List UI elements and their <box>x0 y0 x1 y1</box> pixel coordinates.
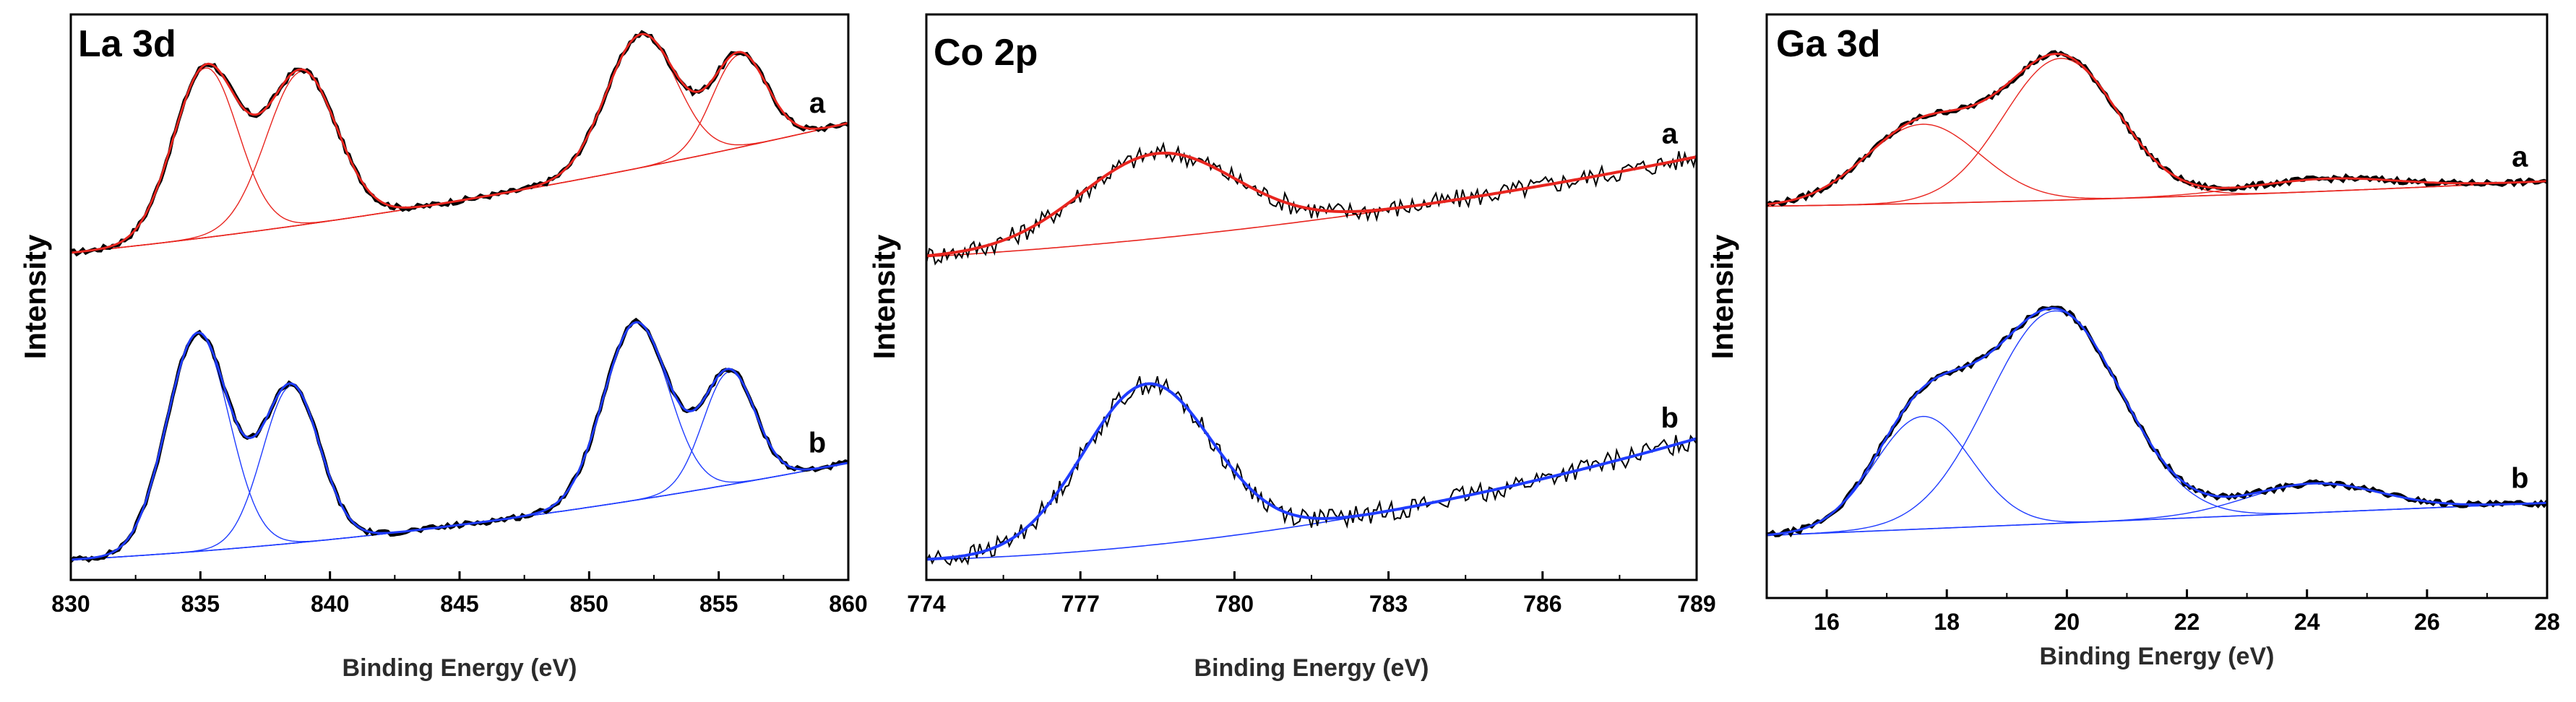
panel-title: La 3d <box>78 23 176 65</box>
panel-title: Co 2p <box>934 32 1038 74</box>
panel-co-2p: a b Co 2p Intensity Binding Energy (eV) 7… <box>867 13 1716 682</box>
series-a <box>71 30 848 257</box>
x-tick-label: 845 <box>440 591 478 617</box>
x-tick-label: 28 <box>2534 609 2560 635</box>
series-b <box>71 317 848 563</box>
x-tick-label: 830 <box>51 591 90 617</box>
x-tick-label: 774 <box>907 591 946 617</box>
envelope-fit <box>71 32 848 254</box>
x-axis-label: Binding Energy (eV) <box>1194 654 1429 682</box>
panel-ga-3d: a b Ga 3d Intensity Binding Energy (eV) 1… <box>1705 13 2560 670</box>
x-tick-label: 840 <box>311 591 349 617</box>
x-tick-label: 855 <box>699 591 738 617</box>
x-tick-label: 24 <box>2294 609 2320 635</box>
experimental-data <box>926 141 1697 266</box>
fit-component-4 <box>71 53 848 254</box>
curve-label-a: a <box>1662 118 1679 150</box>
x-tick-label: 26 <box>2414 609 2440 635</box>
series-b <box>926 376 1697 566</box>
x-tick-label: 777 <box>1061 591 1100 617</box>
series-a <box>1767 50 2547 207</box>
x-axis-label: Binding Energy (eV) <box>343 654 577 682</box>
x-tick-label: 835 <box>181 591 220 617</box>
fit-component-1 <box>1767 124 2547 205</box>
fit-component-2 <box>71 385 848 560</box>
y-axis-label: Intensity <box>867 234 901 359</box>
plot-frame <box>925 13 1698 581</box>
x-tick-label: 22 <box>2174 609 2200 635</box>
curve-label-b: b <box>809 428 826 459</box>
plot-frame <box>1765 13 2549 599</box>
envelope-fit <box>71 321 848 561</box>
x-tick-label: 20 <box>2054 609 2080 635</box>
envelope-fit <box>1767 307 2547 537</box>
panel-title: Ga 3d <box>1776 23 1881 65</box>
envelope-fit <box>926 382 1697 561</box>
fit-component-3 <box>1767 482 2547 537</box>
x-tick-label: 789 <box>1677 591 1715 617</box>
x-tick-label: 783 <box>1369 591 1408 617</box>
curve-label-b: b <box>1660 402 1678 434</box>
series-a <box>926 141 1697 266</box>
x-tick-label: 850 <box>570 591 608 617</box>
x-tick-label: 786 <box>1523 591 1561 617</box>
x-tick-label: 860 <box>829 591 867 617</box>
curve-label-b: b <box>2511 463 2528 495</box>
fit-component-4 <box>71 371 848 560</box>
background-line <box>926 156 1697 258</box>
x-tick-label: 16 <box>1814 609 1840 635</box>
background-line <box>71 462 848 560</box>
fit-component-1 <box>926 383 1697 560</box>
panel-la-3d: a b La 3d Intensity Binding Energy (eV) 8… <box>18 13 868 682</box>
plot-frame <box>69 13 850 581</box>
y-axis-label: Intensity <box>18 234 52 359</box>
curve-label-a: a <box>809 87 826 119</box>
fit-component-3 <box>71 33 848 254</box>
fit-component-1 <box>926 152 1697 256</box>
envelope-fit <box>1767 53 2547 206</box>
series-b <box>1767 306 2547 538</box>
background-line <box>71 122 848 254</box>
envelope-fit <box>926 152 1697 258</box>
experimental-data <box>71 30 848 257</box>
background-line <box>926 438 1697 560</box>
x-tick-label: 18 <box>1934 609 1960 635</box>
y-axis-label: Intensity <box>1705 234 1739 359</box>
x-tick-label: 780 <box>1215 591 1254 617</box>
curve-label-a: a <box>2512 141 2528 173</box>
x-axis-label: Binding Energy (eV) <box>2040 643 2275 670</box>
